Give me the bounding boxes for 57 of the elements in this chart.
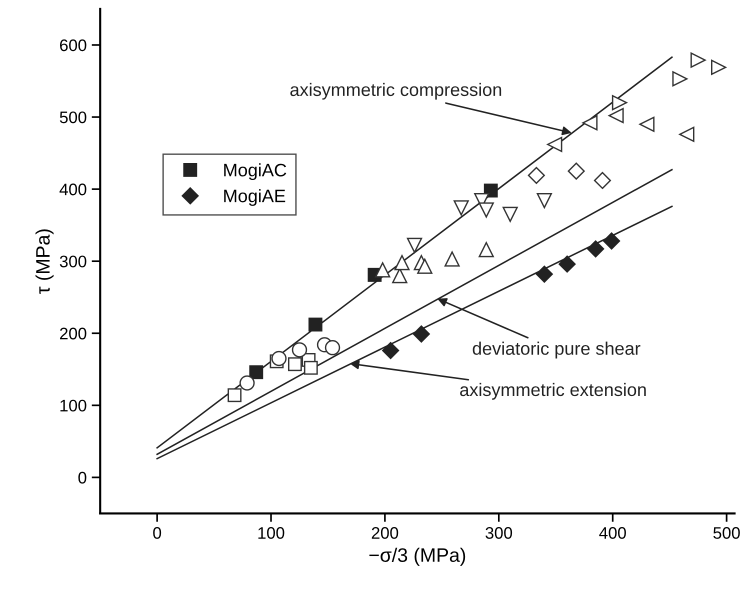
point — [594, 172, 612, 190]
y-tick-label: 300 — [60, 256, 86, 268]
point — [374, 262, 390, 278]
point — [536, 266, 553, 283]
point — [412, 325, 430, 343]
point — [406, 238, 422, 253]
point — [639, 116, 655, 132]
point — [528, 166, 545, 184]
y-tick-label: 200 — [60, 328, 86, 340]
point — [587, 240, 604, 258]
point — [608, 108, 624, 124]
annotation: axisymmetric extension — [460, 382, 646, 400]
point — [292, 342, 308, 358]
x-tick-label: 300 — [486, 527, 512, 539]
annotation: axisymmetric compression — [290, 82, 502, 100]
y-tick-label: 500 — [60, 111, 86, 124]
y-tick-label: 600 — [60, 39, 86, 52]
y-tick-label: 100 — [60, 400, 86, 412]
x-tick-label: 500 — [713, 527, 740, 539]
point — [690, 52, 706, 68]
x-axis-title: −σ/3 (MPa) — [369, 548, 466, 566]
point — [228, 388, 242, 402]
y-tick-label: 0 — [78, 472, 86, 484]
x-tick-label: 100 — [258, 527, 284, 539]
point — [582, 115, 598, 130]
x-tick-label: 200 — [372, 527, 398, 539]
point — [249, 365, 264, 380]
point — [546, 136, 562, 152]
point — [394, 254, 410, 270]
annotation: deviatoric pure shear — [472, 342, 640, 358]
point — [271, 350, 287, 366]
y-axis-title: τ (MPa) — [35, 229, 54, 294]
point — [304, 360, 318, 375]
point — [478, 202, 494, 218]
point — [710, 60, 726, 75]
point — [603, 232, 620, 250]
legend-label: MogiAC — [224, 163, 286, 180]
point — [239, 375, 255, 391]
point — [444, 251, 460, 267]
y-tick-label: 400 — [60, 184, 86, 196]
point — [568, 162, 585, 180]
point — [502, 206, 518, 222]
point — [324, 340, 340, 356]
point — [558, 256, 576, 273]
point — [288, 357, 302, 372]
point — [382, 342, 400, 360]
point — [672, 71, 688, 86]
point — [417, 258, 432, 274]
legend-label: MogiAE — [224, 189, 286, 206]
point — [478, 242, 494, 258]
point — [612, 95, 628, 110]
point — [308, 318, 322, 332]
x-tick-label: 0 — [153, 527, 162, 539]
x-tick-label: 400 — [599, 527, 626, 539]
point — [454, 200, 469, 216]
point — [536, 193, 552, 208]
point — [679, 126, 694, 142]
